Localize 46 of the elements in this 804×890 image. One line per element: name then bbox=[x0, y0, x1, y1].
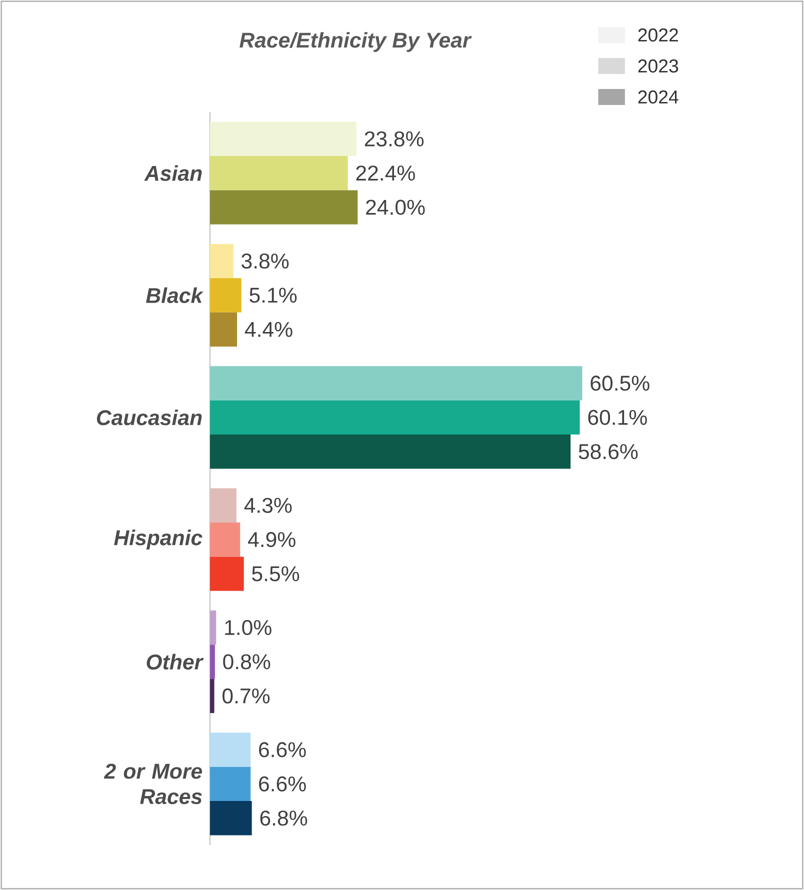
bar bbox=[210, 434, 571, 469]
data-label: 58.6% bbox=[578, 444, 638, 460]
text: 2023 bbox=[638, 59, 678, 73]
data-label: 4.4% bbox=[244, 322, 292, 337]
data-label: 0.7% bbox=[222, 688, 270, 704]
bar bbox=[210, 122, 356, 156]
text: 2024 bbox=[638, 90, 678, 104]
bar bbox=[210, 488, 236, 522]
bar bbox=[210, 766, 251, 802]
bar bbox=[210, 801, 252, 836]
data-label: 6.8% bbox=[260, 810, 308, 826]
bar bbox=[210, 190, 358, 224]
data-label: 6.6% bbox=[259, 742, 306, 758]
bar bbox=[210, 610, 216, 645]
data-label: 3.8% bbox=[242, 254, 289, 269]
y-tick-label: Hispanic bbox=[114, 530, 202, 550]
bar bbox=[210, 732, 251, 767]
y-tick-label: Other bbox=[146, 654, 204, 670]
data-label: 22.4% bbox=[356, 166, 415, 181]
data-label: 4.9% bbox=[248, 532, 296, 548]
y-tick-label: Asian bbox=[144, 165, 202, 181]
data-label: 60.5% bbox=[590, 376, 650, 391]
data-label: 23.8% bbox=[364, 131, 424, 146]
bar bbox=[210, 244, 234, 278]
data-label: 60.1% bbox=[588, 410, 647, 425]
bar bbox=[210, 400, 580, 435]
data-label: 24.0% bbox=[366, 200, 425, 215]
data-label: 0.8% bbox=[223, 654, 270, 670]
bar bbox=[210, 644, 215, 679]
bar bbox=[210, 278, 242, 312]
data-label: 6.6% bbox=[259, 776, 306, 792]
y-tick-label: 2 or More Races bbox=[104, 764, 202, 804]
bar bbox=[210, 678, 214, 714]
bar bbox=[210, 366, 582, 400]
data-label: 1.0% bbox=[225, 620, 272, 636]
chart-title: Race/Ethnicity By Year bbox=[240, 32, 472, 52]
bar bbox=[210, 522, 240, 557]
bar bbox=[210, 156, 348, 190]
data-label: 5.1% bbox=[250, 288, 297, 303]
bar bbox=[210, 312, 238, 347]
text: 2022 bbox=[638, 28, 678, 42]
y-tick-label: Caucasian bbox=[96, 410, 202, 426]
data-label: 4.3% bbox=[244, 498, 292, 513]
y-tick-label: Black bbox=[146, 287, 204, 304]
data-label: 5.5% bbox=[252, 566, 300, 582]
bar bbox=[210, 556, 244, 591]
